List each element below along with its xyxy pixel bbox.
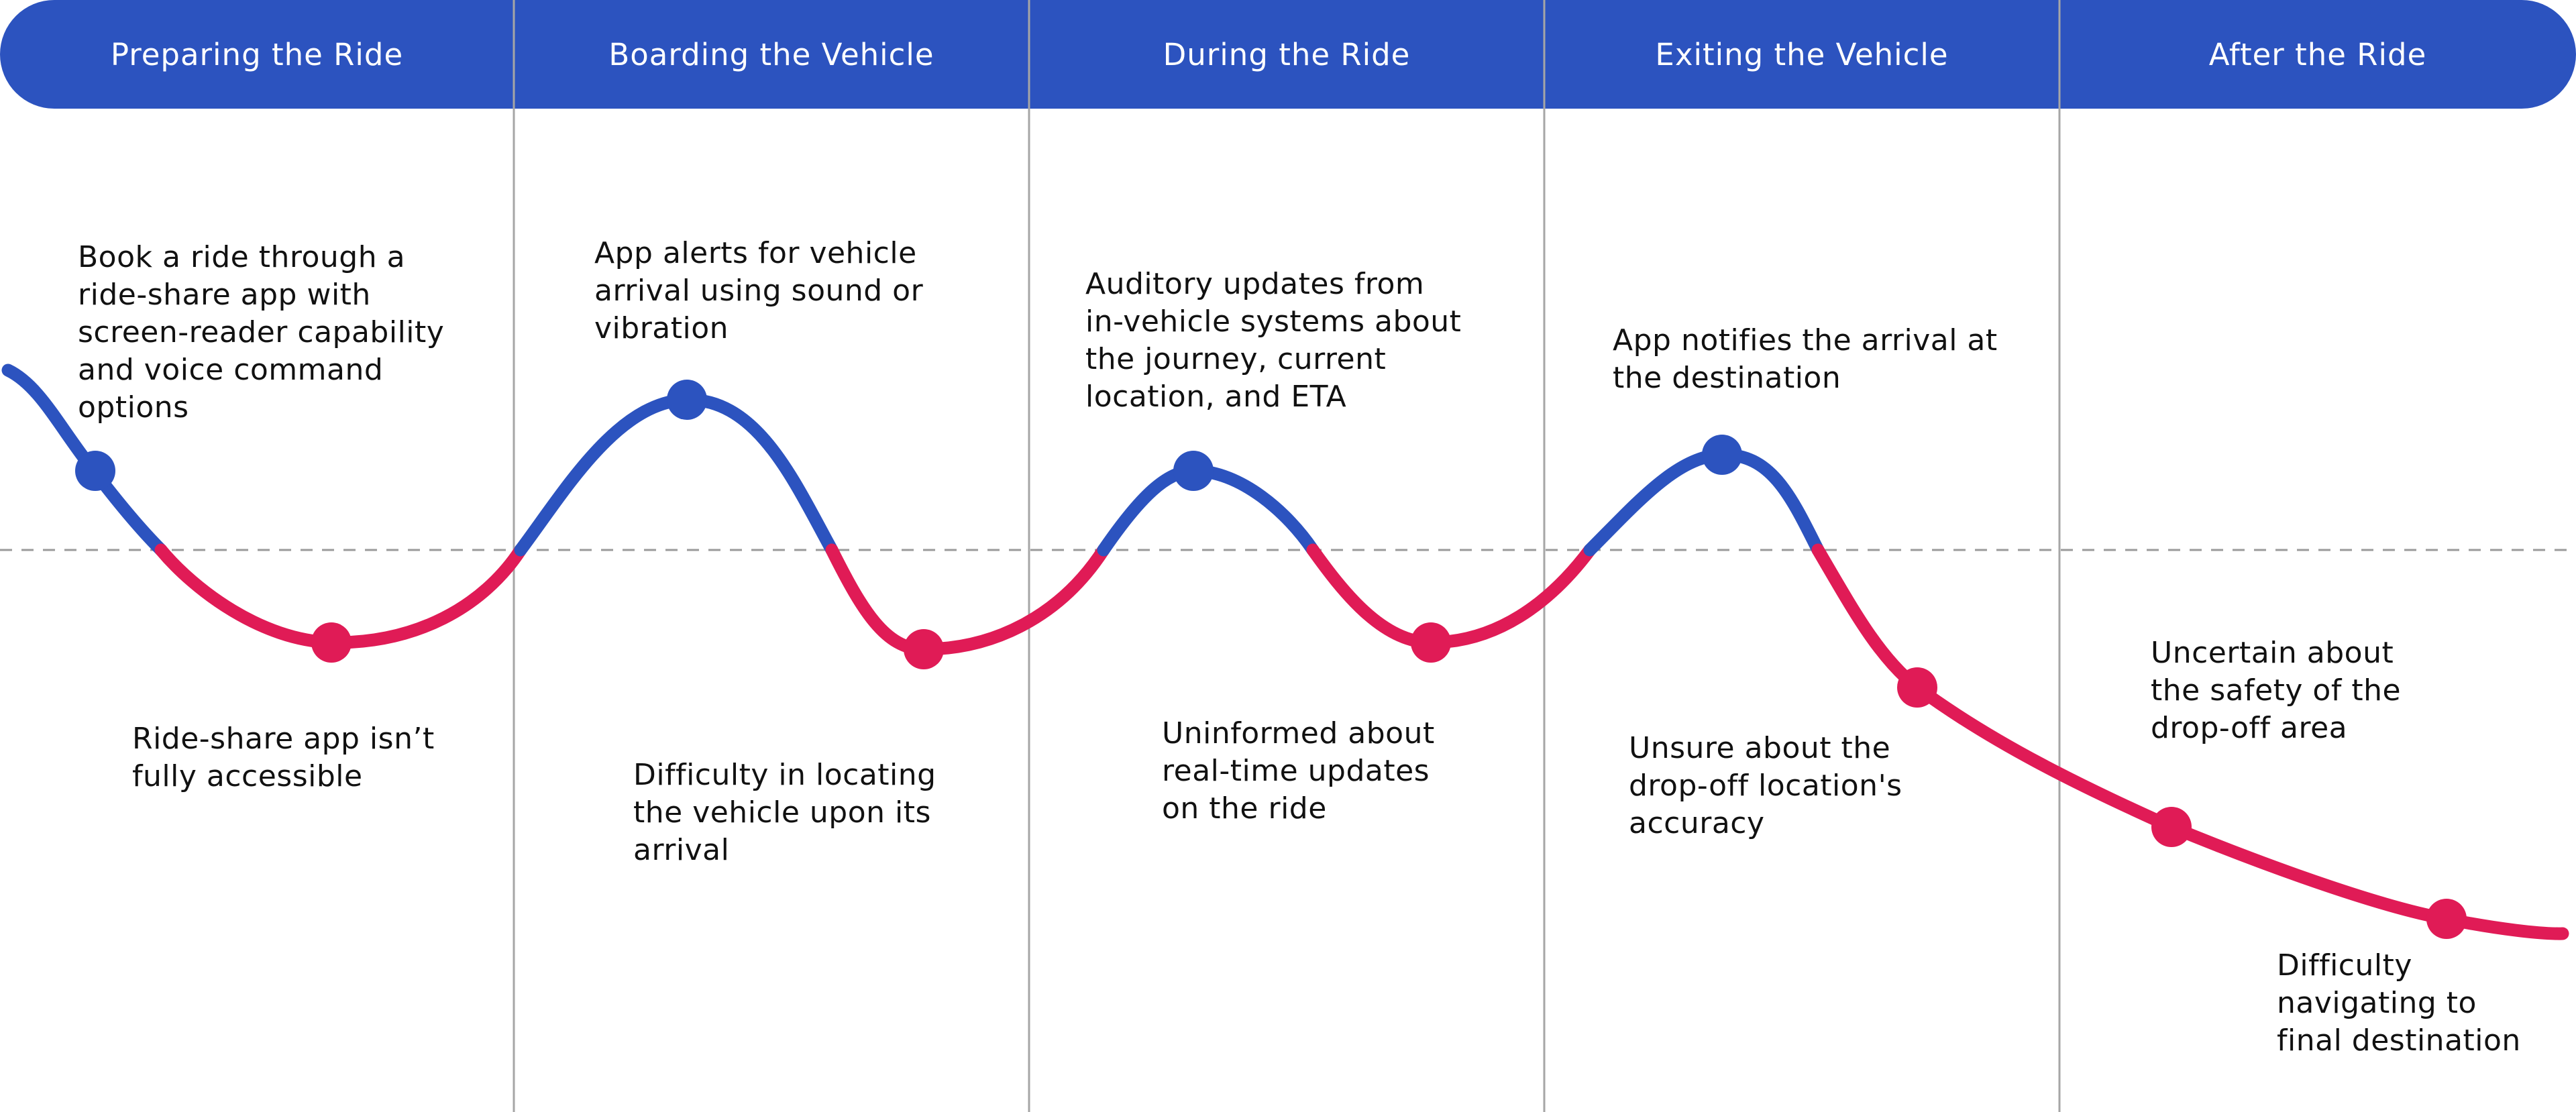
touchpoint-label-dropoff-accuracy: Unsure about the drop-off location's acc… [1629, 731, 1902, 840]
curve-segment-negative [1306, 543, 1597, 649]
touchpoint-marker [1702, 435, 1742, 475]
touchpoint-marker [904, 629, 944, 669]
touchpoint-label-locating-vehicle: Difficulty in locating the vehicle upon … [633, 758, 936, 867]
touchpoint-marker [311, 622, 352, 663]
phase-title-after: After the Ride [2209, 37, 2427, 72]
touchpoint-label-arrival-alerts: App alerts for vehicle arrival using sou… [594, 236, 924, 345]
touchpoint-marker [1173, 451, 1214, 491]
touchpoint-label-arrival-notification: App notifies the arrival at the destinat… [1613, 323, 1998, 395]
touchpoint-label-auditory-updates: Auditory updates from in-vehicle systems… [1085, 267, 1462, 414]
phase-title-during: During the Ride [1163, 37, 1411, 72]
touchpoint-marker [1411, 622, 1451, 663]
phase-title-preparing: Preparing the Ride [111, 37, 403, 72]
phase-title-boarding: Boarding the Vehicle [608, 37, 934, 72]
touchpoint-marker [2151, 807, 2192, 847]
curve-segment-positive [1583, 448, 1825, 557]
touchpoint-label-book-ride: Book a ride through a ride-share app wit… [78, 240, 445, 425]
touchpoint-marker [1897, 667, 1937, 708]
touchpoint-label-dropoff-safety: Uncertain about the safety of the drop-o… [2151, 636, 2402, 745]
curve-segment-positive [514, 393, 839, 557]
phase-header-bar [0, 0, 2576, 109]
touchpoint-label-uninformed: Uninformed about real-time updates on th… [1162, 716, 1435, 826]
touchpoint-marker [667, 380, 707, 420]
touchpoint-label-app-not-accessible: Ride-share app isn’t fully accessible [132, 722, 435, 793]
curve-segment-negative [825, 543, 1110, 656]
phase-titles: Preparing the Ride Boarding the Vehicle … [111, 37, 2426, 72]
touchpoint-marker [2426, 899, 2467, 939]
touchpoint-markers [75, 380, 2467, 939]
phase-title-exiting: Exiting the Vehicle [1655, 37, 1948, 72]
touchpoint-label-final-navigation: Difficulty navigating to final destinati… [2277, 948, 2521, 1058]
touchpoint-marker [75, 451, 115, 491]
